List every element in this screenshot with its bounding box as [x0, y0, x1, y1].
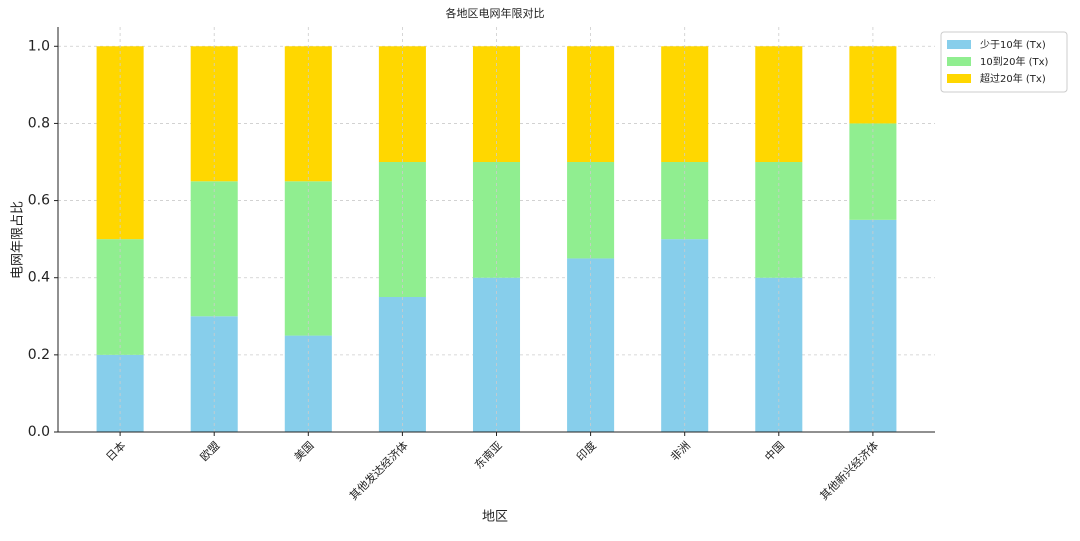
bar-segment: [284, 181, 332, 336]
bar-segment: [472, 277, 521, 432]
x-tick-label: 中国: [762, 439, 787, 464]
legend: 少于10年 (Tx) 10到20年 (Tx) 超过20年 (Tx): [940, 31, 1068, 93]
x-tick-label: 东南亚: [472, 439, 505, 472]
x-axis-label: 地区: [482, 510, 508, 525]
y-tick-label: 0.0: [28, 424, 50, 440]
y-axis-label: 电网年限占比: [11, 201, 26, 279]
legend-label: 10到20年 (Tx): [980, 55, 1049, 68]
x-tick-label: 其他新兴经济体: [817, 438, 881, 502]
x-tick-label: 日本: [103, 438, 128, 463]
legend-swatch: [947, 57, 971, 66]
y-tick-label: 1.0: [28, 38, 50, 54]
legend-swatch: [947, 40, 971, 49]
x-tick-label: 美国: [292, 439, 317, 464]
legend-label: 少于10年 (Tx): [980, 38, 1046, 51]
y-tick-label: 0.4: [28, 270, 50, 286]
y-tick-label: 0.6: [28, 193, 50, 209]
legend-swatch: [947, 74, 971, 83]
legend-box: [940, 31, 1068, 93]
x-tick-label: 印度: [573, 438, 598, 463]
bar-segment: [755, 277, 803, 432]
y-tick-label: 0.8: [28, 115, 50, 131]
x-tick-label: 非洲: [668, 439, 693, 464]
x-tick-label: 欧盟: [198, 439, 223, 464]
y-tick-label: 0.2: [28, 347, 50, 363]
x-tick-label: 其他发达经济体: [346, 438, 410, 502]
bar-segment: [378, 162, 426, 297]
legend-label: 超过20年 (Tx): [980, 72, 1046, 85]
chart-title: 各地区电网年限对比: [446, 6, 545, 20]
